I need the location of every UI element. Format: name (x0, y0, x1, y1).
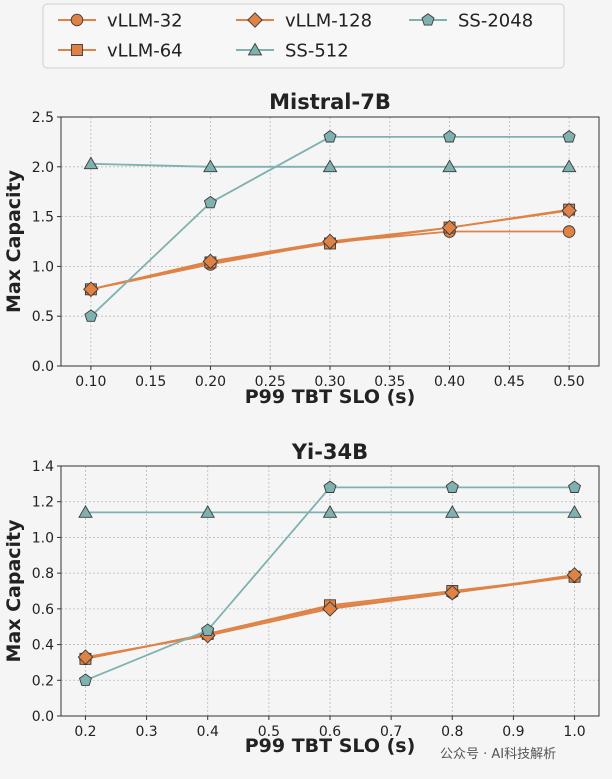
y-tick-label: 0.6 (32, 602, 54, 618)
data-point-ss-2048 (443, 130, 457, 143)
data-point-ss-2048 (445, 480, 459, 493)
x-tick-label: 0.5 (258, 724, 280, 740)
legend-item-vllm-64: vLLM-64 (58, 41, 183, 62)
data-point-ss-2048 (562, 130, 576, 143)
data-point-ss-2048 (323, 130, 337, 143)
data-point-ss-2048 (84, 309, 98, 322)
legend-item-ss-2048: SS-2048 (409, 11, 533, 32)
legend-marker-ss-2048 (421, 13, 435, 26)
data-point-vllm-128 (202, 253, 219, 270)
legend: vLLM-32 vLLM-64 vLLM-128 SS-512 SS-2048 (42, 3, 565, 69)
y-tick-label: 1.4 (32, 459, 54, 475)
y-tick-label: 1.0 (32, 530, 54, 546)
x-tick-label: 0.9 (502, 724, 524, 740)
data-point-vllm-128 (83, 281, 99, 298)
data-point-ss-2048 (568, 480, 582, 493)
data-point-vllm-128 (441, 219, 458, 236)
data-point-ss-512 (442, 159, 457, 173)
y-tick-label: 1.2 (32, 495, 54, 511)
x-tick-label: 0.40 (434, 374, 465, 390)
legend-marker-vllm-64 (71, 44, 83, 56)
legend-label-ss-2048: SS-2048 (458, 11, 533, 32)
plot-frame (60, 116, 600, 367)
data-point-vllm-32 (562, 225, 576, 238)
data-point-vllm-128 (444, 584, 461, 601)
x-axis-label: P99 TBT SLO (s) (245, 735, 416, 757)
data-point-ss-512 (200, 504, 215, 518)
x-tick-label: 0.4 (197, 724, 219, 740)
y-tick-label: 0.5 (32, 309, 54, 325)
data-point-ss-2048 (203, 195, 217, 209)
chart-title: Mistral-7B (269, 90, 391, 114)
x-tick-label: 0.45 (494, 374, 525, 390)
y-tick-label: 2.0 (32, 160, 54, 176)
data-point-ss-512 (567, 504, 582, 518)
ticks: 0.10 0.15 0.20 0.25 0.30 0.35 0.40 0.45 0.50 0.0 0… (32, 110, 585, 390)
data-point-vllm-128 (322, 601, 338, 617)
legend-marker-ss-512 (247, 42, 263, 56)
data-point-ss-2048 (201, 623, 215, 636)
data-point-vllm-128 (77, 649, 94, 665)
x-tick-label: 0.20 (195, 374, 226, 390)
data-point-ss-512 (561, 159, 577, 173)
series-ss-512 (83, 156, 577, 173)
x-tick-label: 0.7 (380, 724, 402, 740)
x-tick-label: 0.6 (319, 724, 341, 740)
legend-label-vllm-64: vLLM-64 (107, 41, 183, 62)
legend-label-vllm-128: vLLM-128 (285, 11, 372, 32)
y-tick-label: 1.0 (32, 259, 54, 275)
y-tick-label: 0.2 (32, 673, 54, 689)
x-tick-label: 1.0 (563, 724, 585, 740)
y-tick-label: 1.5 (32, 210, 54, 226)
y-axis-label: Max Capacity (3, 169, 25, 313)
x-tick-label: 0.8 (441, 724, 463, 740)
x-tick-label: 0.35 (374, 374, 405, 390)
series-ss-2048 (78, 480, 582, 686)
x-tick-label: 0.3 (135, 724, 157, 740)
series-ss-2048 (84, 130, 576, 322)
x-tick-label: 0.30 (314, 374, 345, 390)
watermark-text: 公众号 · AI科技解析 (440, 747, 556, 762)
data-point-ss-512 (78, 504, 93, 518)
chart-title: Yi-34B (291, 440, 368, 464)
data-point-ss-512 (322, 504, 338, 518)
data-point-vllm-128 (566, 567, 583, 583)
y-axis-label: Max Capacity (3, 519, 25, 663)
y-tick-label: 2.5 (32, 110, 54, 126)
data-point-ss-512 (203, 159, 218, 173)
legend-item-vllm-32: vLLM-32 (58, 11, 183, 32)
data-point-ss-512 (83, 156, 99, 170)
x-tick-label: 0.50 (554, 374, 585, 390)
y-tick-label: 0.0 (32, 359, 54, 375)
x-tick-label: 0.15 (135, 374, 166, 390)
x-axis-label: P99 TBT SLO (s) (245, 386, 416, 408)
data-point-ss-2048 (78, 673, 92, 686)
x-tick-label: 0.25 (255, 374, 286, 390)
data-point-ss-2048 (323, 480, 337, 493)
y-tick-label: 0.8 (32, 566, 54, 582)
legend-marker-vllm-128 (247, 12, 263, 28)
legend-item-ss-512: SS-512 (236, 41, 349, 62)
chart-yi-34b: 0.2 0.3 0.4 0.5 0.6 0.7 0.8 0.9 1.0 0.0 0.2 0.4 0.6 0… (3, 440, 600, 757)
y-tick-label: 0.4 (32, 638, 54, 654)
series-ss-512 (78, 504, 582, 518)
data-point-ss-512 (322, 159, 338, 173)
data-point-vllm-128 (322, 233, 338, 250)
legend-marker-vllm-32 (70, 13, 84, 27)
x-tick-label: 0.2 (74, 724, 96, 740)
legend-label-ss-512: SS-512 (285, 41, 349, 62)
chart-mistral-7b: 0.10 0.15 0.20 0.25 0.30 0.35 0.40 0.45 0.50 0.0 0… (3, 90, 600, 408)
x-tick-label: 0.10 (75, 374, 106, 390)
y-tick-label: 0.0 (32, 709, 54, 725)
legend-item-vllm-128: vLLM-128 (236, 11, 372, 32)
legend-label-vllm-32: vLLM-32 (107, 11, 183, 32)
plot-frame (60, 465, 600, 717)
data-point-vllm-128 (561, 202, 577, 219)
data-point-ss-512 (445, 504, 460, 518)
series-vllm-128 (83, 202, 577, 298)
ticks: 0.2 0.3 0.4 0.5 0.6 0.7 0.8 0.9 1.0 0.0 0.2 0.4 0.6 0… (32, 459, 586, 740)
